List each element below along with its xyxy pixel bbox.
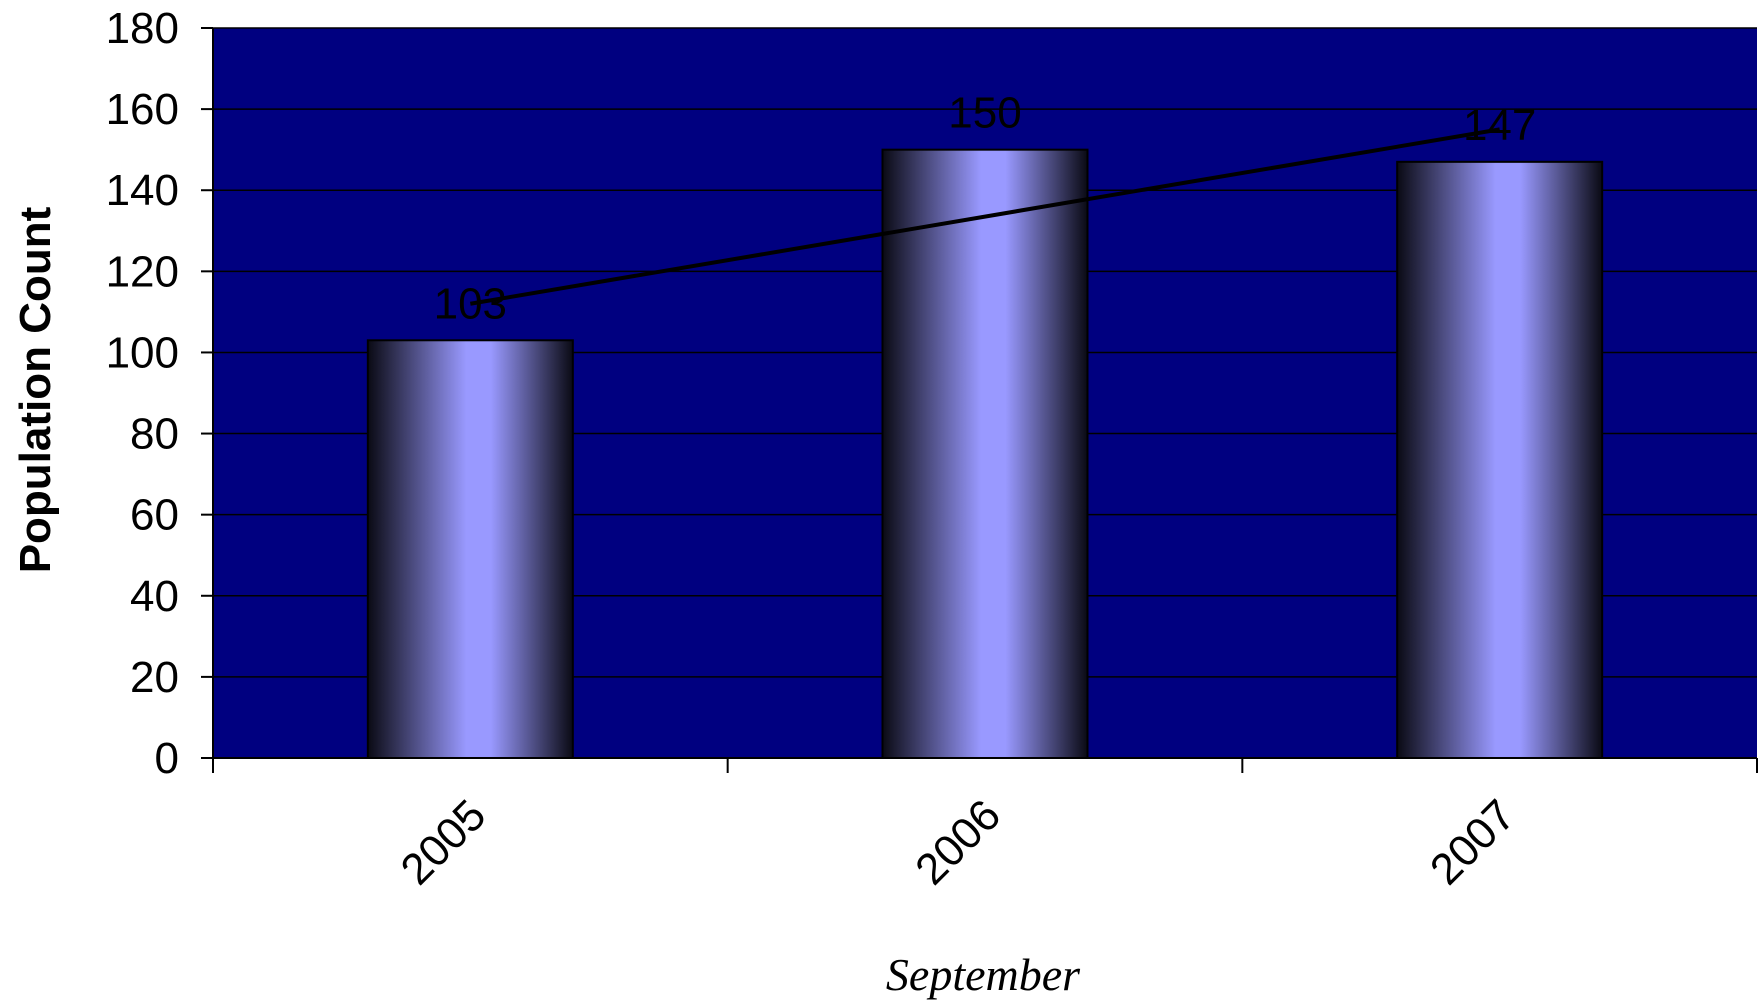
y-tick-label: 180 (106, 4, 179, 53)
bars (366, 148, 1604, 760)
y-tick-label: 40 (130, 572, 179, 621)
y-tick-label: 20 (130, 653, 179, 702)
y-tick-label: 60 (130, 491, 179, 540)
x-tick-labels: 2005 2006 2007 (392, 790, 1525, 894)
y-tick-label: 160 (106, 85, 179, 134)
bar-2005 (366, 339, 574, 759)
y-tick-label: 0 (155, 734, 179, 783)
data-label-2006: 150 (948, 89, 1021, 138)
y-axis-title: Population Count (11, 206, 60, 573)
y-tick-label: 140 (106, 166, 179, 215)
trendline (469, 127, 1501, 306)
bar-2006 (881, 148, 1089, 759)
x-tick-label-2007: 2007 (1421, 790, 1525, 894)
x-tick-label-2005: 2005 (392, 790, 496, 894)
data-label-2007: 147 (1463, 101, 1536, 150)
data-labels: 103 150 147 (434, 89, 1537, 329)
y-tick-labels: 0 20 40 60 80 100 120 140 160 180 (106, 4, 179, 783)
y-tick-label: 120 (106, 247, 179, 296)
axes (201, 27, 1758, 773)
data-label-2005: 103 (434, 279, 507, 328)
bar-2007 (1396, 160, 1604, 760)
x-axis-title: September (886, 949, 1081, 1000)
y-tick-label: 80 (130, 410, 179, 459)
x-tick-label-2006: 2006 (906, 790, 1010, 894)
y-tick-label: 100 (106, 328, 179, 377)
